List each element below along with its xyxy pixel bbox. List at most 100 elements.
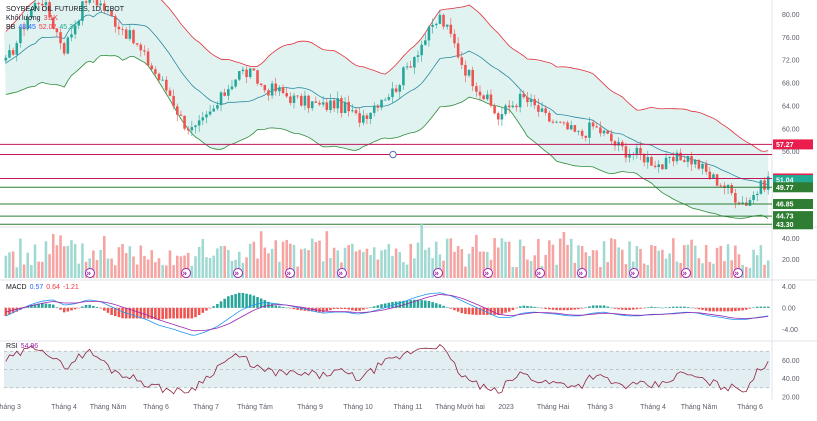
candle-body — [555, 121, 558, 123]
macd-histogram-bar — [657, 307, 661, 308]
volume-bar — [110, 258, 113, 278]
candle-body — [121, 29, 124, 30]
volume-bar — [175, 255, 179, 278]
candle-body — [372, 105, 376, 113]
volume-bar — [482, 251, 485, 278]
macd-histogram-bar — [300, 307, 303, 311]
macd-histogram-bar — [515, 307, 518, 309]
volume-bar — [154, 262, 157, 278]
volume-bar — [595, 250, 599, 278]
volume-bar — [537, 238, 540, 278]
candle-body — [369, 112, 372, 120]
price-axis-label: 72.00 — [782, 58, 800, 65]
price-level-tag — [773, 182, 813, 193]
macd-histogram-bar — [661, 307, 664, 309]
macd-histogram-bar — [526, 306, 529, 308]
macd-histogram-bar — [117, 307, 121, 318]
candle-body — [296, 95, 299, 97]
macd-histogram-bar — [197, 307, 201, 316]
event-marker-glyph: » — [435, 268, 440, 277]
macd-histogram-bar — [650, 306, 653, 308]
event-marker-glyph: » — [735, 268, 740, 277]
event-marker-icon — [181, 268, 191, 278]
volume-bar — [511, 267, 515, 278]
candle-body — [591, 122, 595, 127]
macd-histogram-bar — [336, 307, 340, 309]
candle-body — [300, 95, 303, 106]
macd-histogram-bar — [216, 303, 219, 308]
volume-bar — [617, 247, 620, 278]
macd-histogram-bar — [467, 307, 471, 315]
candle-body — [307, 95, 310, 109]
candle-body — [168, 90, 172, 96]
macd-histogram-bar — [445, 307, 449, 308]
macd-histogram-bar — [591, 305, 595, 308]
macd-histogram-bar — [256, 297, 259, 308]
macd-histogram-bar — [620, 307, 624, 310]
candle-body — [48, 2, 51, 18]
candle-body — [715, 174, 719, 186]
candle-body — [518, 93, 522, 108]
macd-histogram-bar — [146, 307, 150, 319]
candle-body — [70, 34, 73, 38]
macd-histogram-bar — [442, 305, 445, 308]
candle-body — [391, 88, 394, 98]
volume-bar — [121, 244, 124, 278]
time-axis-label: Tháng 6 — [143, 404, 169, 411]
candle-body — [675, 152, 679, 162]
time-axis-label: Tháng Năm — [90, 404, 127, 411]
candle-body — [380, 99, 383, 108]
volume-bar — [628, 241, 631, 278]
macd-histogram-bar — [646, 307, 650, 308]
bb-lower: 45.35 — [59, 24, 77, 31]
volume-bar — [84, 261, 88, 278]
volume-bar — [529, 260, 533, 278]
candle-body — [606, 130, 609, 134]
macd-histogram-bar — [205, 307, 208, 311]
volume-bar — [624, 264, 628, 278]
volume-bar — [321, 261, 325, 278]
volume-bar — [4, 255, 8, 278]
volume-bar — [456, 246, 460, 278]
volume-bar — [124, 253, 128, 278]
candle-body — [420, 44, 423, 56]
macd-signal-line — [5, 293, 769, 332]
volume-bar — [672, 238, 675, 278]
time-axis-label: Tháng Tám — [237, 404, 273, 411]
event-marker-glyph: » — [537, 268, 542, 277]
macd-histogram-bar — [588, 306, 591, 308]
volume-bar — [566, 244, 569, 278]
volume-bar — [522, 246, 526, 278]
candle-body — [143, 50, 146, 52]
event-marker-glyph: » — [485, 268, 490, 277]
event-marker-icon — [577, 268, 587, 278]
volume-bar — [48, 254, 51, 278]
macd-histogram-bar — [95, 307, 99, 308]
event-marker-icon — [629, 268, 639, 278]
macd-signal: 0.64 — [46, 284, 60, 291]
candle-body — [241, 69, 245, 72]
volume-bar — [726, 244, 730, 278]
macd-histogram-bar — [172, 307, 175, 319]
macd-histogram-bar — [33, 304, 37, 308]
candle-body — [278, 87, 281, 92]
macd-histogram-bar — [296, 307, 299, 310]
macd-histogram-bar — [464, 307, 467, 314]
price-axis-label: 56.00 — [782, 149, 800, 156]
volume-bar — [146, 259, 150, 278]
volume-bar — [168, 250, 172, 278]
candle-body — [719, 185, 723, 187]
macd-histogram-bar — [639, 307, 642, 309]
macd-histogram-bar — [372, 306, 376, 308]
volume-bar — [237, 251, 241, 278]
volume-bar — [8, 252, 11, 278]
macd-histogram-bar — [580, 307, 584, 309]
macd-histogram-bar — [135, 307, 139, 319]
candle-body — [584, 135, 588, 138]
candle-body — [314, 101, 318, 103]
macd-histogram-bar — [84, 305, 88, 308]
candle-body — [285, 93, 288, 97]
macd-histogram-bar — [70, 307, 73, 311]
volume-bar — [128, 246, 132, 278]
